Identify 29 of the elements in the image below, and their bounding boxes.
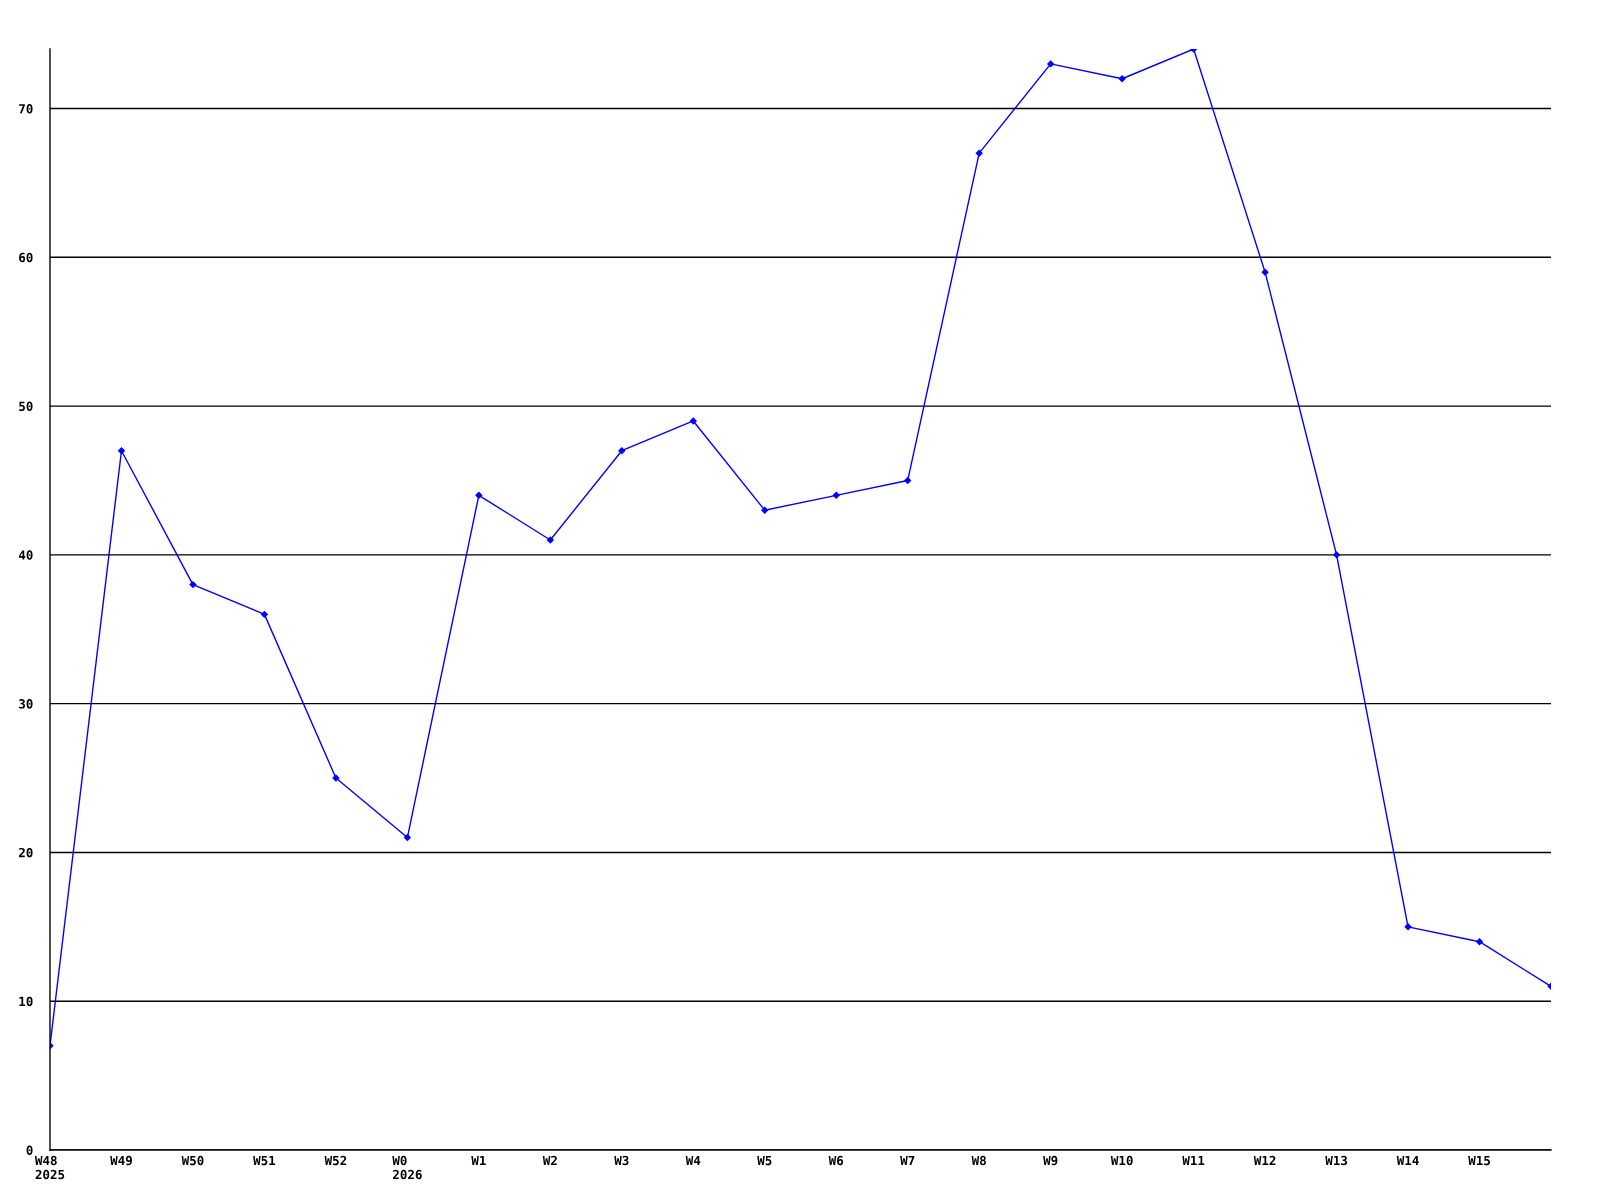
x-tick-label: W9 — [1043, 1155, 1058, 1166]
x-tick-label: W15 — [1468, 1155, 1490, 1166]
y-tick-label: 20 — [18, 847, 33, 858]
x-tick-label: W8 — [971, 1155, 986, 1166]
x-tick-label: W4 — [685, 1155, 701, 1166]
x-tick-label: W52 — [324, 1155, 347, 1166]
y-tick-label: 40 — [18, 550, 33, 560]
x-tick-label: W10 — [1110, 1155, 1133, 1166]
y-tick-label: 60 — [19, 252, 33, 263]
x-tick-label: W48 2025 — [34, 1155, 65, 1180]
y-tick-label: 0 — [26, 1145, 33, 1155]
x-tick-label: W3 — [614, 1155, 629, 1166]
x-tick-label: W14 — [1396, 1155, 1419, 1166]
y-tick-label: 70 — [19, 103, 33, 114]
y-tick-label: 10 — [19, 996, 33, 1007]
x-tick-label: W50 — [181, 1155, 204, 1166]
x-tick-label: W51 — [253, 1155, 276, 1166]
x-tick-label: W11 — [1182, 1155, 1205, 1166]
x-tick-label: W6 — [828, 1155, 844, 1166]
y-tick-label: 30 — [19, 699, 33, 709]
x-tick-label: W5 — [757, 1155, 772, 1166]
x-tick-label: W49 — [110, 1155, 132, 1166]
x-tick-label: W12 — [1253, 1155, 1276, 1166]
y-tick-label: 50 — [19, 401, 33, 412]
x-tick-label: W13 — [1325, 1155, 1348, 1166]
x-tick-label: W7 — [900, 1155, 915, 1166]
x-tick-label: W1 — [471, 1155, 486, 1166]
x-tick-label: W2 — [542, 1155, 557, 1166]
x-tick-label: W0 2026 — [392, 1155, 422, 1180]
